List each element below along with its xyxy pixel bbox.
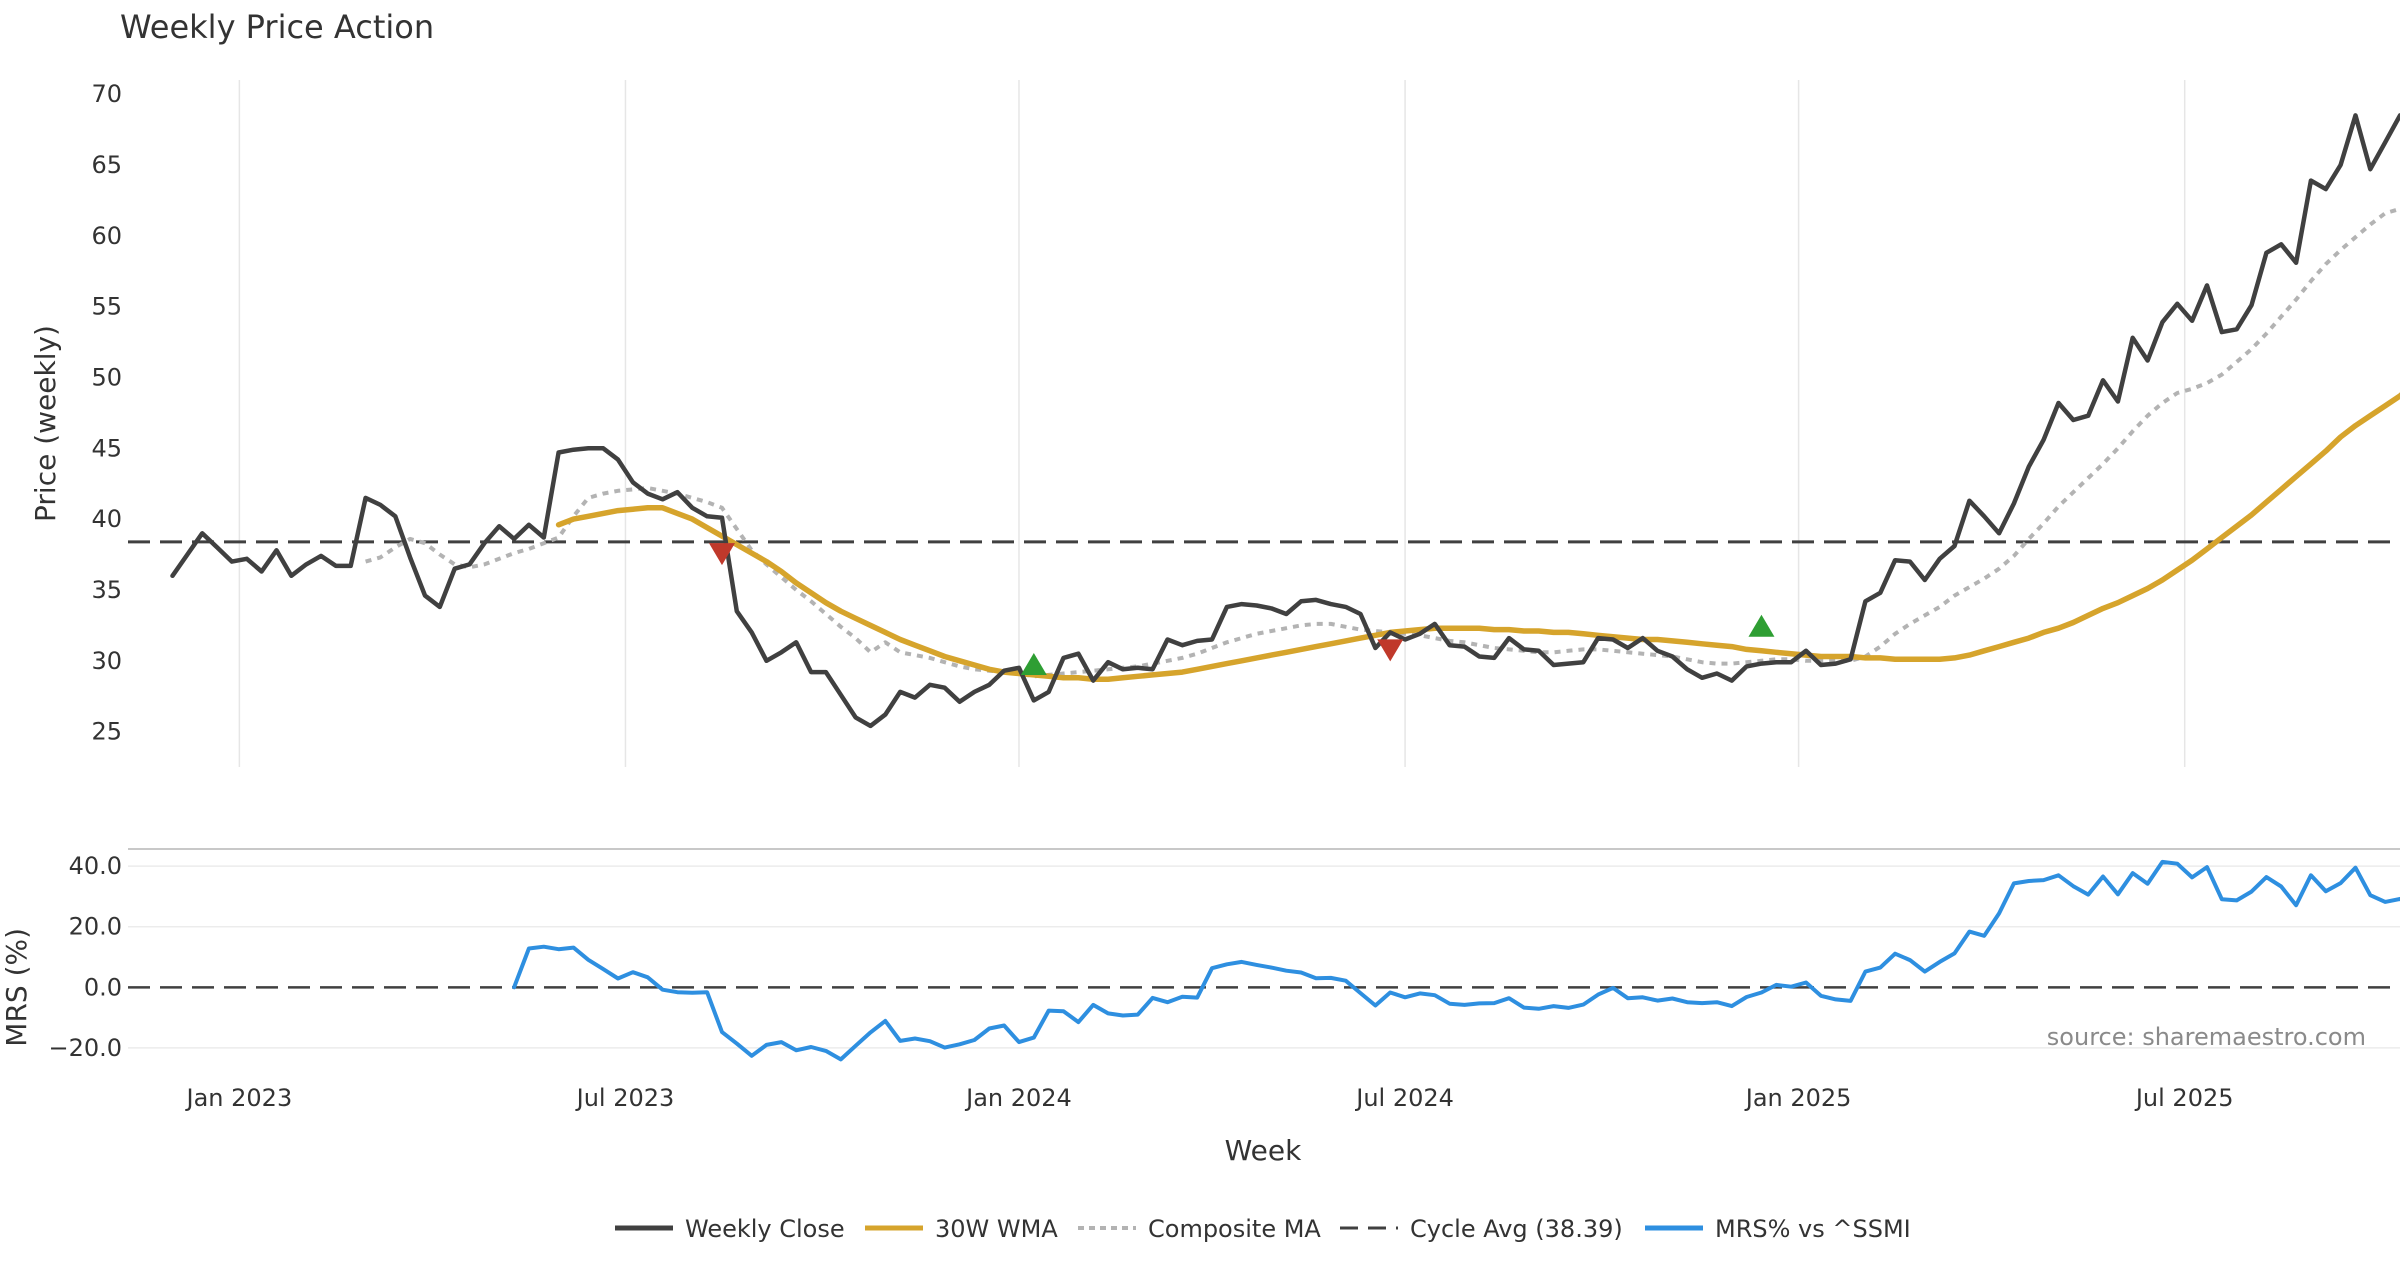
source-note: source: sharemaestro.com <box>2047 1023 2366 1051</box>
x-tick-label: Jul 2023 <box>575 1084 675 1112</box>
price-y-tick-label: 25 <box>91 718 122 746</box>
legend-label: Weekly Close <box>685 1215 845 1243</box>
legend-label: Cycle Avg (38.39) <box>1410 1215 1623 1243</box>
x-tick-label: Jan 2024 <box>964 1084 1072 1112</box>
buy-signal-marker <box>1748 615 1774 637</box>
mrs-y-tick-label: 40.0 <box>69 852 122 880</box>
buy-signal-marker <box>1021 653 1047 675</box>
price-y-axis-label: Price (weekly) <box>29 325 62 522</box>
price-y-tick-label: 65 <box>91 151 122 179</box>
price-y-tick-label: 30 <box>91 647 122 675</box>
weekly-close-line <box>173 115 2400 726</box>
x-tick-label: Jan 2025 <box>1744 1084 1852 1112</box>
x-tick-label: Jul 2024 <box>1354 1084 1454 1112</box>
x-tick-label: Jul 2025 <box>2134 1084 2234 1112</box>
price-y-tick-label: 55 <box>91 293 122 321</box>
legend-label: 30W WMA <box>935 1215 1058 1243</box>
price-y-tick-label: 60 <box>91 222 122 250</box>
mrs-y-tick-label: −20.0 <box>48 1034 122 1062</box>
price-y-tick-label: 50 <box>91 363 122 391</box>
composite-ma-line <box>366 206 2400 676</box>
price-y-tick-label: 35 <box>91 576 122 604</box>
price-y-tick-label: 45 <box>91 434 122 462</box>
mrs-y-axis-label: MRS (%) <box>0 928 33 1047</box>
x-tick-label: Jan 2023 <box>185 1084 293 1112</box>
wma-30w-line <box>559 219 2400 679</box>
x-axis-label: Week <box>1225 1134 1302 1167</box>
price-y-tick-label: 70 <box>91 80 122 108</box>
legend-label: Composite MA <box>1148 1215 1321 1243</box>
price-y-tick-label: 40 <box>91 505 122 533</box>
sell-signal-marker <box>1377 639 1403 661</box>
legend-label: MRS% vs ^SSMI <box>1715 1215 1911 1243</box>
mrs-y-tick-label: 0.0 <box>84 973 122 1001</box>
chart-title: Weekly Price Action <box>120 8 434 46</box>
mrs-y-tick-label: 20.0 <box>69 913 122 941</box>
